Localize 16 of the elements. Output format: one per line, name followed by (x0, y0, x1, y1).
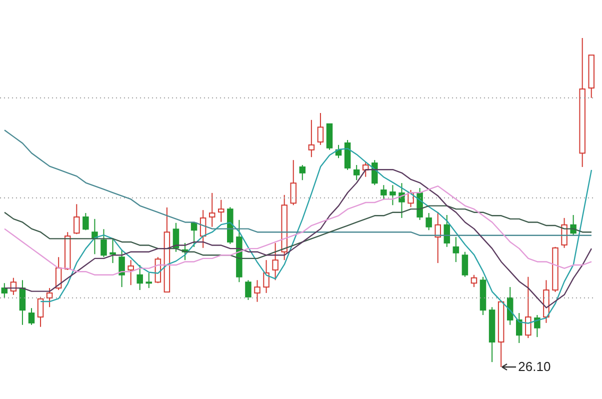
candlestick (254, 280, 260, 302)
candlestick (452, 236, 460, 263)
candlestick (308, 119, 315, 158)
candlestick (146, 272, 152, 289)
candlestick (263, 260, 270, 294)
candlestick (390, 184, 396, 206)
candlestick (434, 212, 441, 264)
annotation: 26.10 (518, 359, 551, 374)
candlestick (516, 312, 522, 344)
candlestick (218, 199, 224, 222)
candlestick (272, 242, 278, 281)
candlestick (128, 260, 134, 286)
candlestick (208, 192, 216, 228)
candlestick (136, 264, 143, 291)
candlestick (579, 38, 586, 168)
candlestick (19, 280, 26, 326)
